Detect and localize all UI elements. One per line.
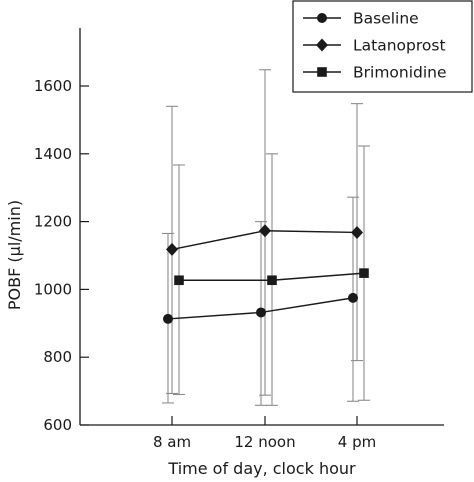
- brimonidine-point: [359, 268, 369, 278]
- y-tick-label: 1000: [34, 280, 72, 298]
- baseline-point: [348, 292, 358, 303]
- series-lines: [167, 230, 365, 320]
- y-axis-label: POBF (µl/min): [5, 200, 24, 310]
- axes: [79, 28, 444, 426]
- x-ticks: 8 am 12 noon 4 pm: [153, 416, 376, 451]
- latanoprost-point: [351, 225, 363, 239]
- baseline-point: [163, 313, 173, 324]
- y-tick-label: 800: [43, 348, 72, 366]
- legend: Baseline Latanoprost Brimonidine: [292, 0, 473, 93]
- y-ticks: 600 800 1000 1200 1400 1600: [34, 77, 89, 434]
- brimonidine-point: [174, 275, 184, 286]
- error-bars: [162, 69, 370, 406]
- latanoprost-point: [259, 224, 271, 238]
- legend-label-brimonidine: Brimonidine: [353, 64, 447, 82]
- y-tick-label: 1400: [34, 145, 72, 163]
- y-tick-label: 1200: [34, 213, 72, 231]
- x-tick-label: 12 noon: [234, 433, 295, 451]
- brimonidine-point: [267, 275, 277, 286]
- legend-marker-brimonidine: [317, 67, 327, 77]
- legend-marker-latanoprost: [316, 38, 328, 52]
- legend-label-latanoprost: Latanoprost: [353, 37, 446, 55]
- x-tick-label: 8 am: [153, 433, 191, 451]
- x-tick-label: 4 pm: [338, 433, 376, 451]
- baseline-point: [256, 307, 266, 318]
- latanoprost-point: [166, 242, 178, 256]
- legend-marker-baseline: [317, 13, 327, 23]
- x-axis-label: Time of day, clock hour: [167, 459, 356, 478]
- y-tick-label: 1600: [34, 77, 72, 95]
- series-markers: [163, 224, 369, 324]
- legend-label-baseline: Baseline: [353, 10, 419, 28]
- y-tick-label: 600: [43, 416, 72, 434]
